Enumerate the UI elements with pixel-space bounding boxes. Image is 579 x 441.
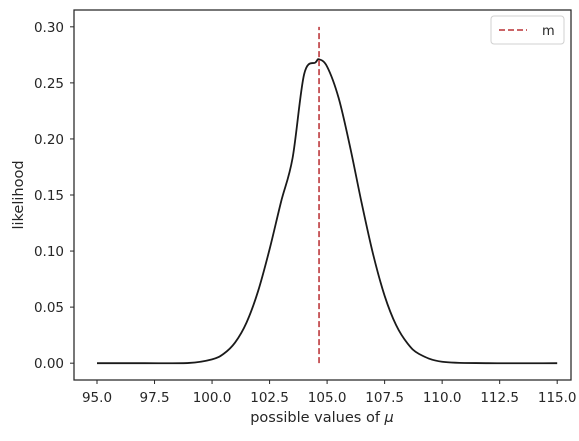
x-axis: 95.0 97.5 100.0 102.5 105.0 107.5 110.0 112.5 11…: [82, 380, 577, 406]
y-tick-label: 0.10: [34, 244, 64, 260]
y-tick-label: 0.30: [34, 20, 64, 36]
legend-box: [490, 15, 565, 45]
legend-label-m: m: [542, 24, 555, 39]
axes-frame: [73, 9, 572, 381]
y-axis: 0.00 0.05 0.10 0.15 0.20 0.25 0.30: [34, 20, 74, 372]
y-tick-label: 0.25: [34, 76, 64, 92]
x-tick-label: 95.0: [82, 390, 112, 406]
plot-layer: [97, 26, 558, 365]
x-tick-label: 97.5: [140, 390, 170, 406]
x-tick-label: 102.5: [250, 390, 289, 406]
legend: m: [490, 15, 565, 45]
x-tick-label: 107.5: [365, 390, 404, 406]
y-tick-label: 0.20: [34, 132, 64, 148]
x-tick-label: 105.0: [308, 390, 347, 406]
y-tick-label: 0.05: [34, 300, 64, 316]
x-tick-label: 115.0: [538, 390, 577, 406]
mu-symbol: μ: [384, 410, 394, 426]
likelihood-curve: [97, 58, 558, 365]
x-tick-label: 100.0: [193, 390, 232, 406]
y-tick-label: 0.00: [34, 356, 64, 372]
y-axis-label: likelihood: [11, 160, 27, 229]
x-axis-label: possible values of μ: [250, 410, 394, 426]
x-tick-label: 112.5: [480, 390, 519, 406]
x-tick-label: 110.0: [423, 390, 462, 406]
y-tick-label: 0.15: [34, 188, 64, 204]
